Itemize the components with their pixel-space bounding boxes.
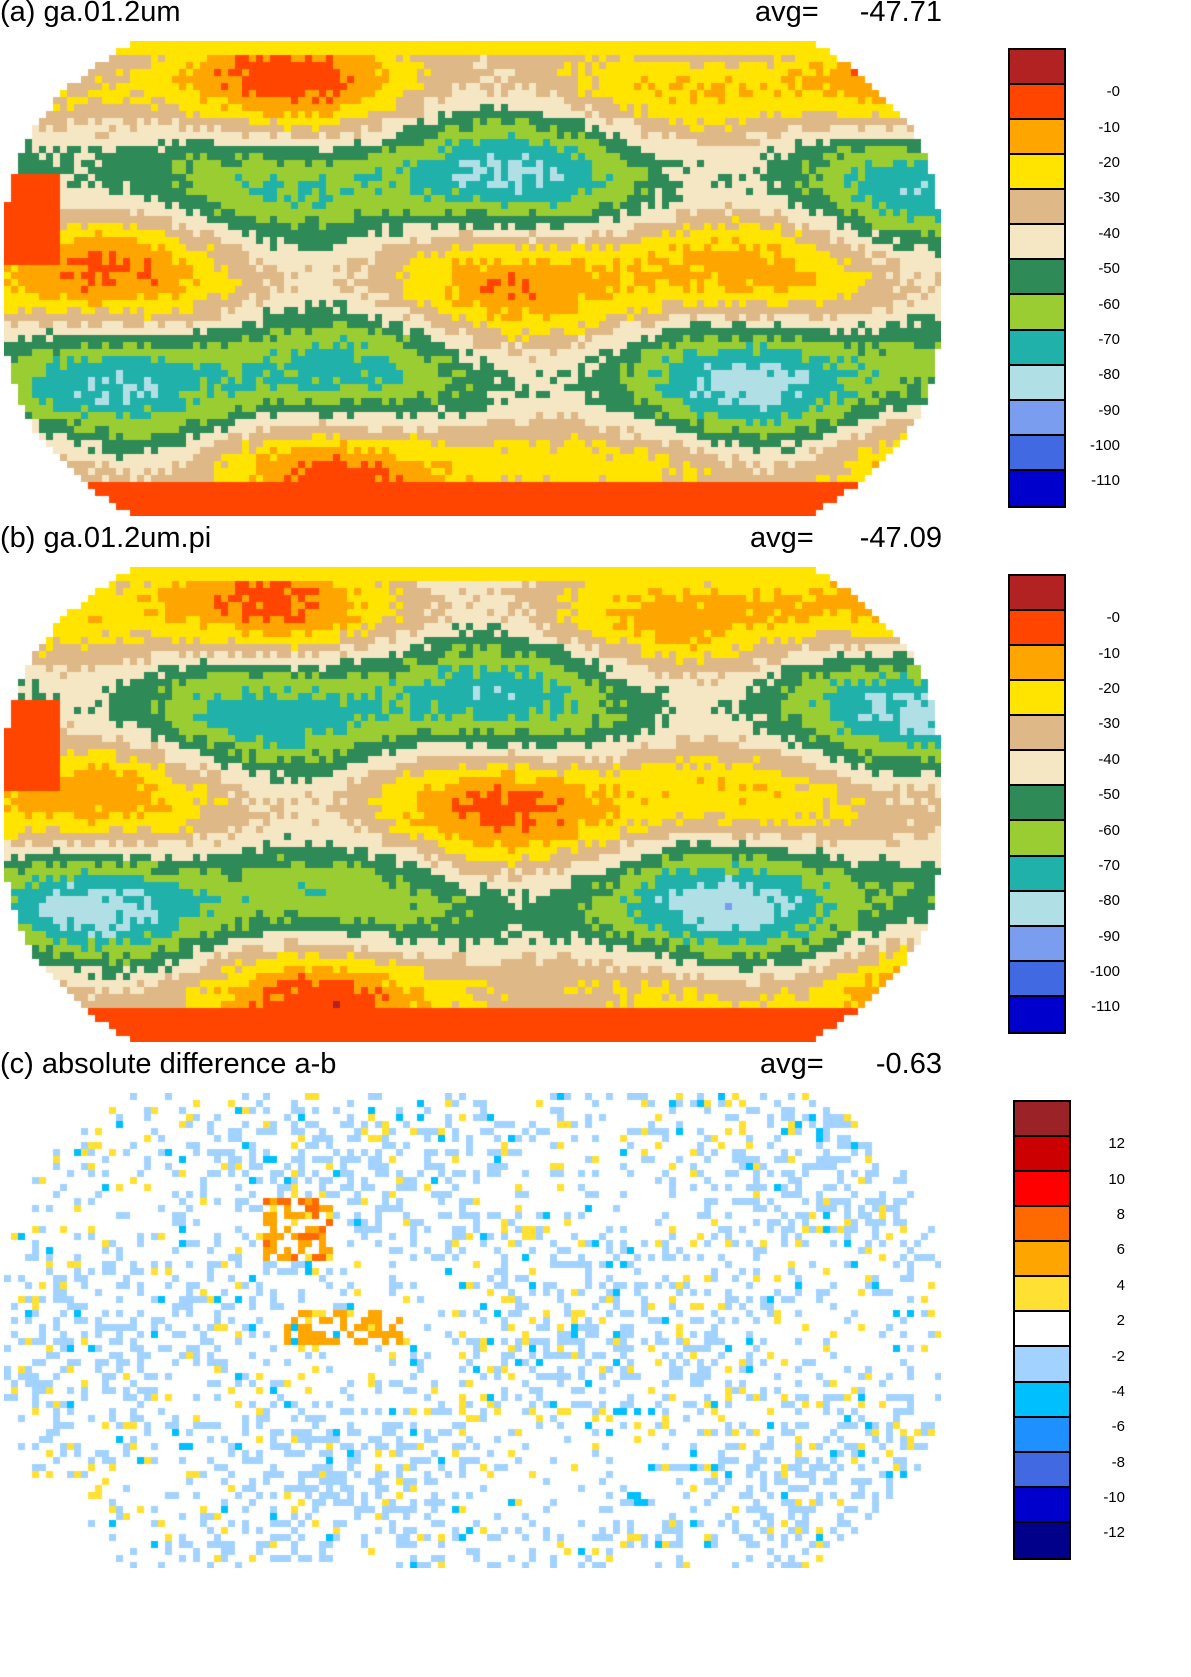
- colorbar-swatch: [1010, 120, 1064, 156]
- colorbar-swatch: [1010, 716, 1064, 752]
- colorbar-swatch: [1010, 435, 1064, 471]
- avg-label: avg=: [760, 1048, 824, 1080]
- colorbar-swatch: [1010, 295, 1064, 331]
- colorbar-swatch: [1015, 1137, 1069, 1173]
- colorbar-swatch: [1010, 400, 1064, 436]
- map-plot: [4, 567, 941, 1042]
- colorbar-tick-label: -40: [1098, 750, 1120, 768]
- avg-label: avg=: [755, 0, 819, 28]
- panel-title: (a) ga.01.2um: [0, 0, 181, 28]
- colorbar-swatch: [1015, 1312, 1069, 1348]
- colorbar-swatch: [1015, 1452, 1069, 1488]
- colorbar-swatch: [1010, 85, 1064, 121]
- colorbar-tick-label: 10: [1108, 1170, 1125, 1188]
- colorbar-tick-label: -6: [1111, 1418, 1125, 1436]
- map-plot: [4, 41, 941, 516]
- colorbar-tick-label: -90: [1098, 927, 1120, 945]
- colorbar-tick-label: 8: [1116, 1206, 1125, 1223]
- colorbar-swatch: [1010, 856, 1064, 892]
- colorbar-swatch: [1015, 1277, 1069, 1313]
- colorbar-tick-label: -70: [1098, 330, 1120, 348]
- colorbar-swatch: [1015, 1172, 1069, 1208]
- colorbar: [1013, 1100, 1071, 1560]
- colorbar-swatch: [1010, 225, 1064, 261]
- colorbar-swatch: [1015, 1347, 1069, 1383]
- colorbar-swatch: [1010, 50, 1064, 86]
- colorbar-swatch: [1010, 260, 1064, 296]
- colorbar-tick-label: 4: [1116, 1276, 1125, 1294]
- colorbar-tick-label: -110: [1091, 472, 1120, 490]
- colorbar-tick-label: -50: [1098, 260, 1120, 278]
- colorbar-tick-label: -80: [1098, 366, 1120, 384]
- colorbar: [1008, 574, 1066, 1034]
- avg-value: -47.71: [859, 0, 942, 28]
- colorbar-swatch: [1015, 1102, 1069, 1138]
- colorbar-swatch: [1010, 681, 1064, 717]
- colorbar-tick-label: 12: [1108, 1135, 1125, 1153]
- colorbar-tick-label: -12: [1103, 1524, 1125, 1542]
- colorbar-swatch: [1015, 1522, 1069, 1558]
- colorbar-swatch: [1010, 646, 1064, 682]
- colorbar-tick-label: -80: [1098, 892, 1120, 910]
- panel-title: (b) ga.01.2um.pi: [0, 522, 212, 554]
- colorbar-tick-label: -20: [1098, 154, 1120, 171]
- colorbar-tick-label: -100: [1089, 963, 1120, 981]
- colorbar-swatch: [1010, 365, 1064, 401]
- avg-value: -0.63: [875, 1048, 942, 1080]
- colorbar-swatch: [1015, 1487, 1069, 1523]
- colorbar-swatch: [1010, 611, 1064, 647]
- colorbar-tick-label: -60: [1098, 821, 1120, 839]
- colorbar-swatch: [1010, 926, 1064, 962]
- colorbar-swatch: [1010, 961, 1064, 997]
- colorbar-swatch: [1015, 1242, 1069, 1278]
- colorbar-tick-label: 6: [1116, 1241, 1125, 1259]
- colorbar-swatch: [1015, 1382, 1069, 1418]
- colorbar-tick-label: -4: [1111, 1382, 1125, 1400]
- colorbar-tick-label: -10: [1103, 1489, 1125, 1507]
- colorbar-tick-label: -60: [1098, 295, 1120, 313]
- avg-label: avg=: [750, 522, 814, 554]
- colorbar-tick-label: -100: [1089, 437, 1120, 455]
- colorbar-swatch: [1010, 751, 1064, 787]
- colorbar-tick-label: -0: [1106, 83, 1120, 101]
- colorbar-swatch: [1010, 190, 1064, 226]
- colorbar-swatch: [1010, 576, 1064, 612]
- colorbar-tick-label: -10: [1098, 644, 1120, 662]
- colorbar-tick-label: -8: [1111, 1453, 1125, 1471]
- colorbar-swatch: [1010, 821, 1064, 857]
- colorbar-tick-label: -20: [1098, 680, 1120, 697]
- colorbar-swatch: [1015, 1417, 1069, 1453]
- colorbar-swatch: [1010, 470, 1064, 506]
- colorbar-tick-label: -0: [1106, 609, 1120, 627]
- colorbar-tick-label: -110: [1091, 998, 1120, 1016]
- map-plot: [4, 1093, 941, 1568]
- colorbar-swatch: [1010, 996, 1064, 1032]
- colorbar-tick-label: -30: [1098, 715, 1120, 733]
- colorbar-swatch: [1010, 786, 1064, 822]
- colorbar-swatch: [1015, 1207, 1069, 1243]
- colorbar-tick-label: -10: [1098, 118, 1120, 136]
- colorbar-tick-label: -2: [1111, 1347, 1125, 1365]
- colorbar-tick-label: -40: [1098, 224, 1120, 242]
- colorbar-tick-label: -90: [1098, 401, 1120, 419]
- colorbar-swatch: [1010, 891, 1064, 927]
- colorbar-swatch: [1010, 155, 1064, 191]
- colorbar-swatch: [1010, 330, 1064, 366]
- colorbar-tick-label: -70: [1098, 856, 1120, 874]
- colorbar-tick-label: -50: [1098, 786, 1120, 804]
- avg-value: -47.09: [859, 522, 942, 554]
- colorbar-tick-label: 2: [1116, 1312, 1125, 1330]
- panel-title: (c) absolute difference a-b: [0, 1048, 337, 1080]
- colorbar: [1008, 48, 1066, 508]
- colorbar-tick-label: -30: [1098, 189, 1120, 207]
